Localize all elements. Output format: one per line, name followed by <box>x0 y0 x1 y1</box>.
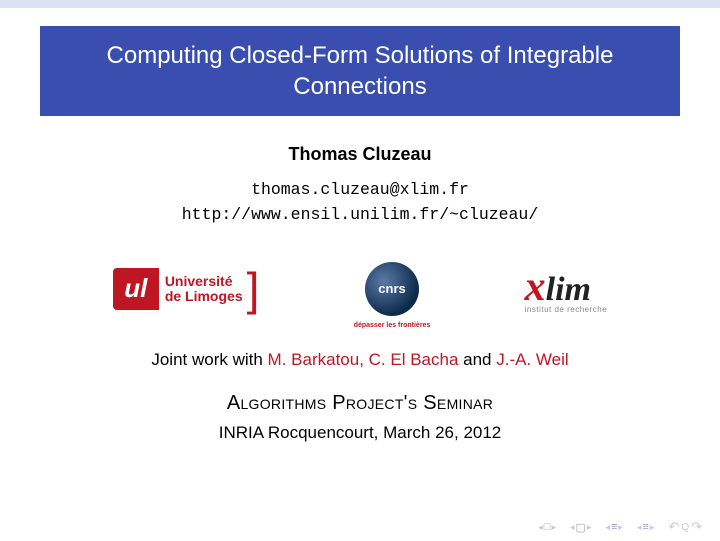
cnrs-label: cnrs <box>378 281 405 296</box>
logos-row: ul Université de Limoges ] cnrs dépasser… <box>60 254 660 324</box>
author-url: http://www.ensil.unilim.fr/~cluzeau/ <box>0 204 720 226</box>
xlim-rest: lim <box>546 271 591 308</box>
cnrs-tagline: dépasser les frontières <box>354 322 431 329</box>
seminar-date: INRIA Rocquencourt, March 26, 2012 <box>0 423 720 443</box>
presentation-title: Computing Closed-Form Solutions of Integ… <box>107 42 614 100</box>
xlim-x: x <box>525 264 546 310</box>
topbar <box>0 0 720 8</box>
unilim-text: Université de Limoges <box>165 274 243 303</box>
unilim-mark: ul <box>113 268 159 310</box>
xlim-text: xlim institut de recherche <box>525 263 608 314</box>
logo-unilim: ul Université de Limoges ] <box>113 262 260 316</box>
joint-work-line: Joint work with M. Barkatou, C. El Bacha… <box>0 350 720 370</box>
nav-section[interactable]: ◂▢▸ <box>570 521 591 534</box>
nav-subsection[interactable]: ◂≡▸ <box>637 521 654 533</box>
nav-back[interactable]: ↶Q↷ <box>668 519 702 535</box>
cnrs-circle: cnrs dépasser les frontières <box>365 262 419 316</box>
author-name: Thomas Cluzeau <box>0 144 720 165</box>
nav-frame[interactable]: ◂□▸ <box>538 521 556 533</box>
author-email: thomas.cluzeau@xlim.fr <box>0 179 720 201</box>
title-block: Computing Closed-Form Solutions of Integ… <box>40 26 680 116</box>
xlim-tagline: institut de recherche <box>525 305 608 314</box>
joint-names-2: J.-A. Weil <box>496 350 568 369</box>
joint-mid: and <box>458 350 496 369</box>
nav-slide[interactable]: ◂≡▸ <box>605 521 622 533</box>
joint-prefix: Joint work with <box>151 350 267 369</box>
unilim-bracket: ] <box>247 262 260 316</box>
beamer-navbar: ◂□▸ ◂▢▸ ◂≡▸ ◂≡▸ ↶Q↷ <box>538 519 702 535</box>
unilim-line2: de Limoges <box>165 289 243 304</box>
seminar-venue: Algorithms Project's Seminar <box>0 392 720 415</box>
logo-xlim: xlim institut de recherche <box>525 263 608 314</box>
logo-cnrs: cnrs dépasser les frontières <box>365 262 419 316</box>
joint-names-1: M. Barkatou, C. El Bacha <box>268 350 459 369</box>
unilim-line1: Université <box>165 274 243 289</box>
